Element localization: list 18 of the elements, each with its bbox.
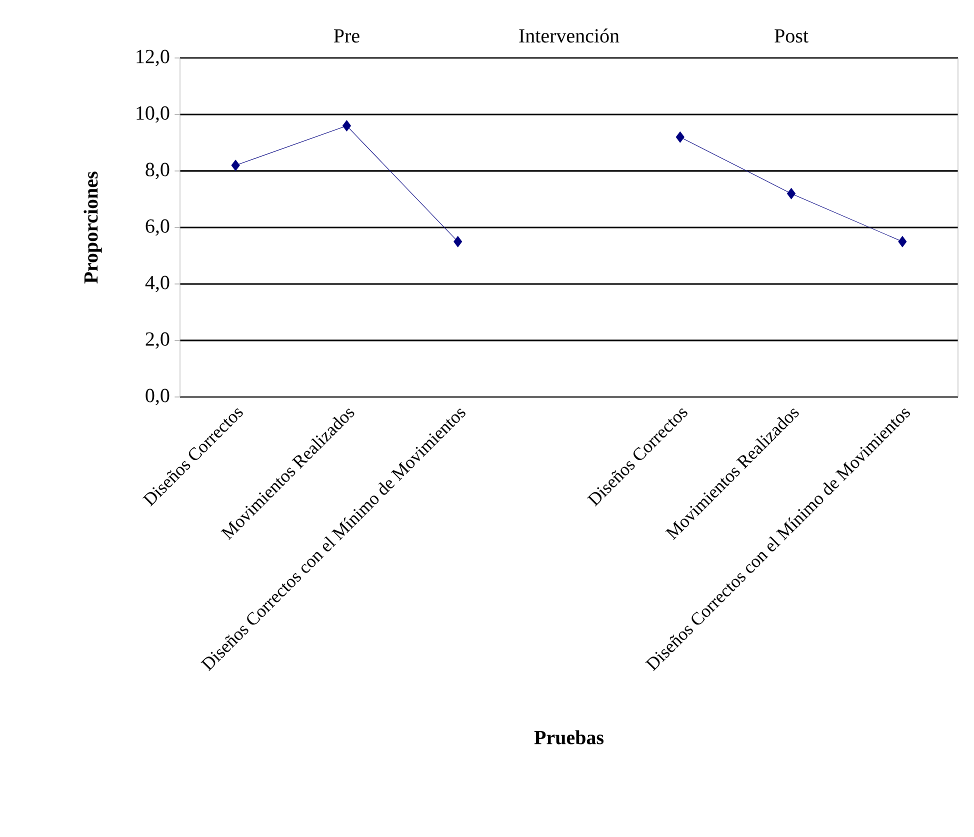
- y-tick-label: 4,0: [145, 276, 170, 292]
- y-tick-label: 12,0: [136, 50, 170, 66]
- y-tick-label: 0,0: [146, 388, 170, 406]
- point: [898, 236, 907, 248]
- text: Intervención: [519, 28, 620, 43]
- text: Post: [774, 29, 808, 43]
- point: [676, 131, 684, 143]
- y-tick-label: 6,0: [146, 219, 170, 236]
- text: Pre: [334, 29, 360, 43]
- y-axis-title: Proporciones: [84, 172, 102, 284]
- y-tick-label: 8,0: [146, 162, 170, 180]
- y-tick-label: 2,0: [146, 332, 170, 349]
- y-tick-label: 10,0: [136, 106, 170, 123]
- point: [454, 236, 462, 248]
- point: [342, 120, 351, 132]
- x-axis-title: Pruebas: [534, 730, 604, 744]
- point: [231, 160, 240, 171]
- point: [787, 188, 796, 200]
